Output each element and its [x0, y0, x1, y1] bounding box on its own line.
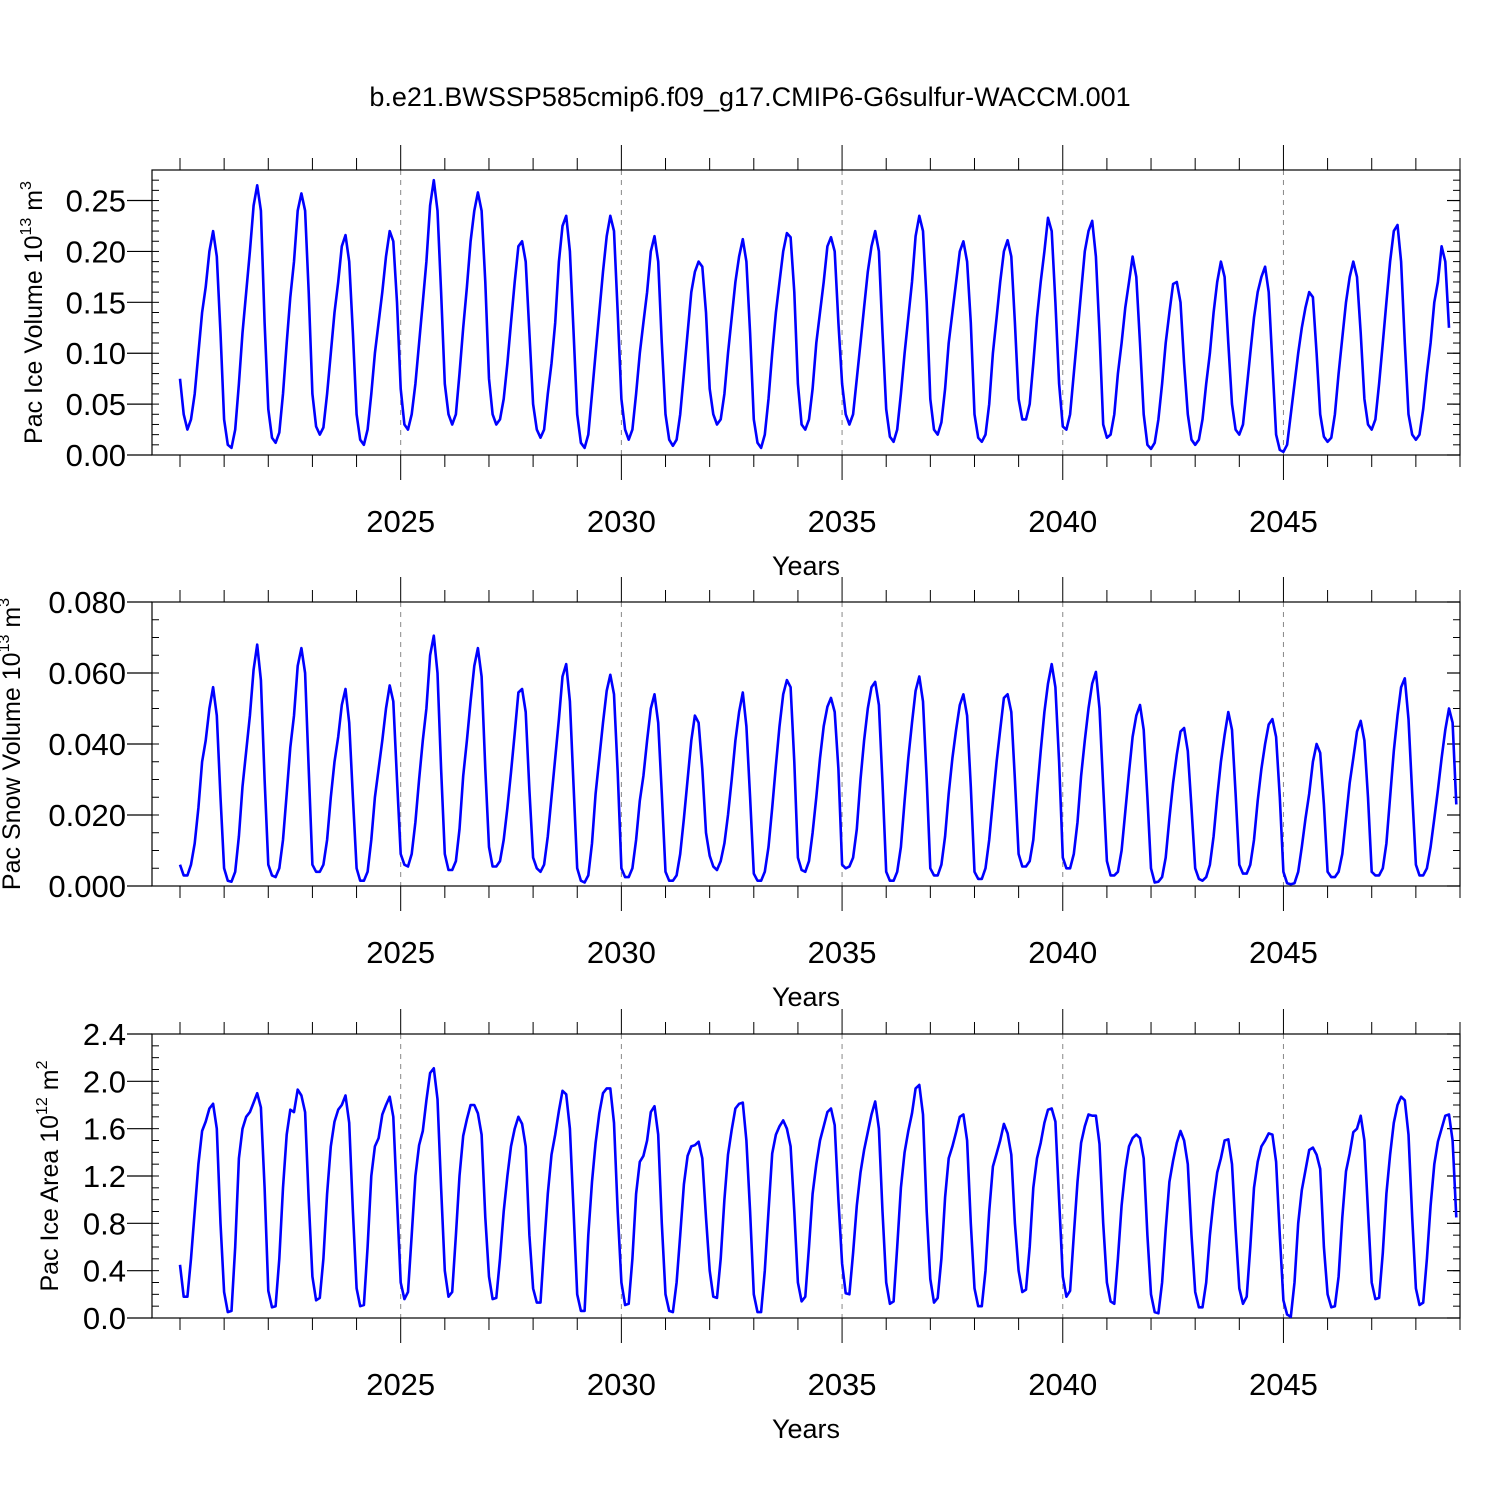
y-tick-label: 0.15	[66, 285, 126, 320]
y-tick-label: 0.000	[48, 869, 126, 904]
y-tick-label: 2.0	[83, 1064, 126, 1099]
y-tick-label: 2.4	[83, 1017, 126, 1052]
x-tick-label: 2035	[808, 504, 877, 539]
x-tick-label: 2035	[808, 935, 877, 970]
x-axis-label: Years	[772, 1414, 840, 1444]
y-tick-label: 0.060	[48, 656, 126, 691]
y-tick-label: 1.2	[83, 1159, 126, 1194]
x-tick-label: 2045	[1249, 1367, 1318, 1402]
panel-ice-area: 0.0 0.4 0.8 1.2 1.6 2.0 2.4 2025 2030 2035 2040 204…	[34, 1009, 1461, 1444]
x-tick-label: 2035	[808, 1367, 877, 1402]
x-tick-label: 2030	[587, 935, 656, 970]
y-tick-label: 0.4	[83, 1254, 126, 1289]
y-axis-label: Pac Snow Volume 1013 m3	[0, 598, 26, 890]
x-tick-label: 2025	[366, 935, 435, 970]
x-tick-label: 2040	[1028, 935, 1097, 970]
y-tick-label: 0.0	[83, 1301, 126, 1336]
y-tick-label: 0.10	[66, 336, 126, 371]
y-tick-label: 0.20	[66, 234, 126, 269]
y-tick-label: 0.25	[66, 184, 126, 219]
x-tick-label: 2040	[1028, 1367, 1097, 1402]
y-axis-label: Pac Ice Volume 1013 m3	[18, 181, 48, 444]
y-tick-label: 0.8	[83, 1206, 126, 1241]
x-axis-label: Years	[772, 551, 840, 581]
series-line	[178, 634, 1458, 886]
panel-ice-volume: 0.00 0.05 0.10 0.15 0.20 0.25 2025 2030 2035 2040…	[18, 145, 1461, 581]
chart-title: b.e21.BWSSP585cmip6.f09_g17.CMIP6-G6sulf…	[369, 82, 1131, 112]
x-tick-label: 2030	[587, 1367, 656, 1402]
x-tick-label: 2030	[587, 504, 656, 539]
y-tick-label: 1.6	[83, 1112, 126, 1147]
y-axis-label: Pac Ice Area 1012 m2	[34, 1060, 64, 1291]
series-line	[178, 178, 1451, 454]
y-tick-label: 0.00	[66, 438, 126, 473]
y-tick-label: 0.05	[66, 387, 126, 422]
x-tick-label: 2025	[366, 1367, 435, 1402]
y-tick-label: 0.080	[48, 585, 126, 620]
x-tick-label: 2045	[1249, 935, 1318, 970]
x-axis-label: Years	[772, 982, 840, 1012]
x-tick-label: 2025	[366, 504, 435, 539]
plot-frame	[151, 169, 1461, 456]
y-tick-label: 0.020	[48, 798, 126, 833]
panel-snow-volume: 0.000 0.020 0.040 0.060 0.080 2025 2030 2035 204…	[0, 577, 1461, 1012]
y-tick-label: 0.040	[48, 727, 126, 762]
series-line	[178, 1067, 1458, 1319]
x-tick-label: 2040	[1028, 504, 1097, 539]
x-tick-label: 2045	[1249, 504, 1318, 539]
